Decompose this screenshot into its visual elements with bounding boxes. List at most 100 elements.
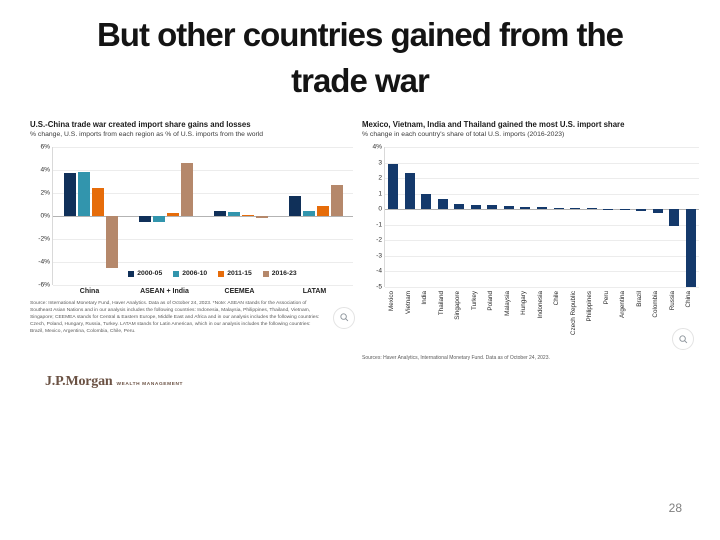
- y-axis-tick-label: -1: [376, 221, 382, 229]
- right-chart-title: Mexico, Vietnam, India and Thailand gain…: [362, 120, 625, 129]
- bar: [454, 203, 465, 210]
- category-label-slot: Chile: [549, 291, 566, 347]
- magnifier-icon: [678, 334, 687, 343]
- slide-title-line-1: But other countries gained from the: [96, 16, 624, 53]
- gridline: [385, 271, 699, 273]
- gridline: [53, 147, 353, 148]
- gridline: [53, 193, 353, 194]
- left-chart-zoom-button[interactable]: [333, 306, 355, 329]
- right-chart-zoom-button[interactable]: [672, 328, 694, 350]
- bar: [288, 196, 301, 216]
- gridline: [385, 193, 699, 195]
- jpmorgan-logo: J.P.Morgan WEALTH MANAGEMENT: [45, 372, 183, 390]
- bar: [316, 205, 329, 216]
- category-label: Brazil: [635, 291, 643, 307]
- legend-swatch: [262, 270, 269, 277]
- category-label-slot: Czech Republic: [566, 291, 583, 347]
- gridline: [385, 224, 699, 226]
- category-label-slot: Vietnam: [401, 291, 418, 347]
- y-axis-tick-label: 2%: [40, 189, 50, 197]
- category-label-slot: Brazil: [632, 291, 649, 347]
- bar: [537, 206, 547, 210]
- y-axis-tick-label: -2: [376, 236, 382, 244]
- y-axis-tick-label: -2%: [38, 235, 50, 243]
- y-axis-tick-label: 3: [378, 159, 382, 167]
- gridline: [53, 285, 353, 286]
- legend-label: 2000-05: [137, 270, 163, 277]
- bar: [388, 164, 399, 210]
- bar: [487, 205, 498, 210]
- bar: [586, 208, 597, 210]
- category-label: Turkey: [470, 291, 478, 311]
- bar: [105, 216, 118, 268]
- category-label: Peru: [602, 291, 610, 305]
- bar: [77, 172, 90, 216]
- category-label-slot: Hungary: [516, 291, 533, 347]
- legend-swatch: [128, 270, 135, 277]
- category-label: China: [79, 288, 100, 295]
- category-label: Czech Republic: [569, 291, 577, 336]
- category-label: Vietnam: [404, 291, 412, 314]
- bar: [404, 173, 415, 210]
- category-label: Argentina: [619, 291, 627, 318]
- bar: [437, 199, 448, 210]
- category-label-slot: Philippines: [582, 291, 599, 347]
- category-label: Poland: [487, 291, 495, 311]
- page-number: 28: [668, 501, 682, 515]
- category-label-slot: Malaysia: [500, 291, 517, 347]
- category-label: Chile: [553, 291, 561, 306]
- category-label-slot: Turkey: [467, 291, 484, 347]
- category-label-slot: Peru: [599, 291, 616, 347]
- jpmorgan-logo-text: J.P.Morgan: [45, 374, 113, 389]
- legend-item: 2000-05: [128, 270, 162, 277]
- jpmorgan-logo-suffix: WEALTH MANAGEMENT: [116, 382, 184, 387]
- right-chart-source: Sources: Haver Analytics, International …: [362, 355, 550, 361]
- category-label: LATAM: [302, 288, 327, 295]
- y-axis-tick-label: -4: [376, 267, 382, 275]
- legend-swatch: [218, 270, 225, 277]
- legend-item: 2016-23: [262, 270, 297, 277]
- bar: [152, 216, 165, 222]
- gridline: [53, 239, 353, 240]
- bar: [470, 204, 481, 210]
- y-axis-tick-label: -6%: [38, 281, 50, 289]
- category-label-slot: India: [417, 291, 434, 347]
- bar: [685, 209, 696, 287]
- legend-label: 2016-23: [271, 270, 297, 277]
- bar: [241, 214, 254, 216]
- bar: [166, 212, 179, 216]
- right-chart-panel: Mexico, Vietnam, India and Thailand gain…: [362, 120, 700, 362]
- bar: [652, 209, 663, 214]
- y-axis-tick-label: 1: [378, 190, 382, 198]
- right-plot-area: 4% 3 2 1 0 -1 -2 -3 -4 -5: [372, 144, 699, 291]
- slide-title-line-2: trade war: [291, 61, 430, 99]
- right-plot-wrap: 4% 3 2 1 0 -1 -2 -3 -4 -5 Mexico Vietnam India Thail…: [362, 144, 700, 347]
- bar: [91, 188, 104, 216]
- category-label: Russia: [668, 291, 676, 311]
- bar: [553, 207, 564, 210]
- category-label: Indonesia: [536, 291, 544, 319]
- bar: [213, 211, 226, 216]
- category-label-slot: Argentina: [615, 291, 632, 347]
- category-label-slot: Thailand: [434, 291, 451, 347]
- right-chart-subtitle: % change in each country's share of tota…: [362, 131, 565, 138]
- category-label-slot: Colombia: [648, 291, 665, 347]
- y-axis-tick-label: 4%: [372, 143, 382, 151]
- bar: [421, 194, 432, 210]
- category-label-slot: Poland: [483, 291, 500, 347]
- category-label: Hungary: [520, 291, 528, 315]
- left-chart-category-labels: China ASEAN + India CEEMEA LATAM: [52, 288, 355, 295]
- legend-label: 2011-15: [227, 270, 252, 277]
- category-label: Malaysia: [503, 291, 511, 316]
- legend-label: 2006-10: [182, 270, 208, 277]
- bar: [669, 209, 680, 226]
- bar: [255, 216, 268, 219]
- bar: [63, 173, 76, 216]
- gridline: [385, 209, 699, 211]
- left-source-row: Source: International Monetary Fund, Hav…: [30, 300, 355, 336]
- left-chart-title: U.S.-China trade war created import shar…: [30, 120, 251, 129]
- bar: [138, 216, 151, 222]
- y-axis-tick-label: -5: [376, 283, 382, 291]
- category-label: Mexico: [388, 291, 396, 311]
